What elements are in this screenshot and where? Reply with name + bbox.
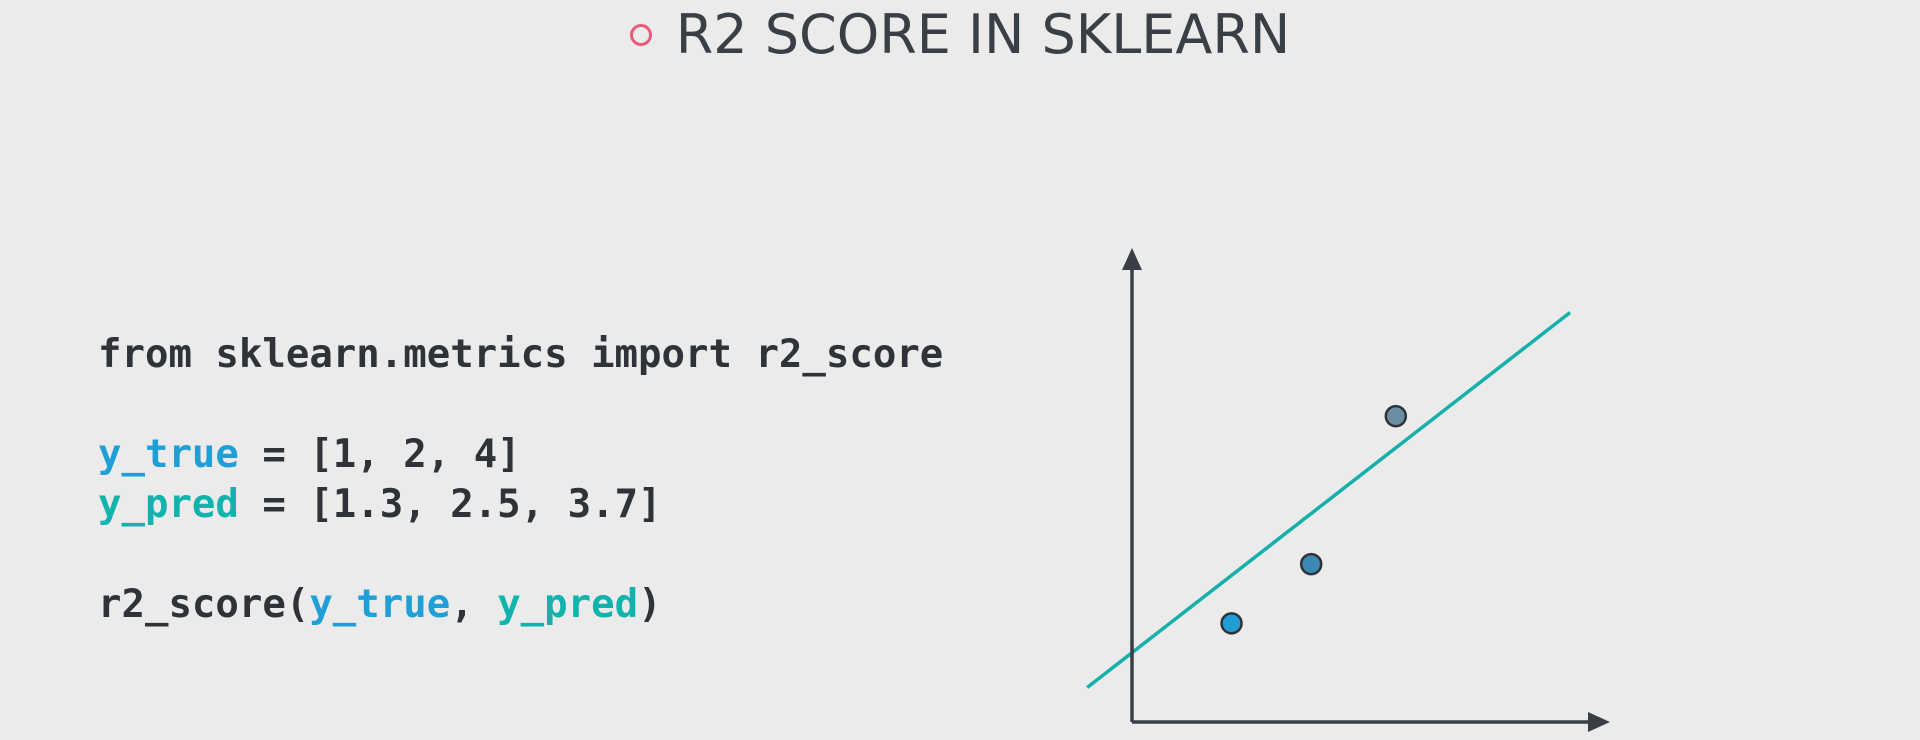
y-pred-value: = [1.3, 2.5, 3.7] (238, 482, 662, 527)
code-line-y-true: y_true = [1, 2, 4] (98, 430, 943, 480)
import-statement: from sklearn.metrics import r2_score (98, 332, 944, 377)
title-row: R2 SCORE IN SKLEARN (0, 0, 1920, 70)
code-line-import: from sklearn.metrics import r2_score (98, 330, 943, 380)
call-arg-y-true: y_true (309, 582, 451, 627)
data-point-3 (1384, 404, 1408, 428)
call-arg-y-pred: y_pred (497, 582, 639, 627)
code-blank-line (98, 530, 943, 580)
code-block: from sklearn.metrics import r2_score y_t… (98, 330, 943, 630)
y-axis-arrow-icon (1122, 248, 1142, 270)
circle-bullet-icon (629, 24, 652, 46)
y-true-value: = [1, 2, 4] (238, 432, 521, 477)
regression-line (1086, 311, 1572, 689)
x-axis-arrow-icon (1588, 712, 1610, 732)
code-blank-line (98, 380, 943, 430)
data-point-1 (1220, 612, 1243, 635)
call-separator: , (450, 582, 498, 627)
call-close-paren: ) (638, 582, 662, 627)
data-point-2 (1299, 552, 1323, 576)
y-true-variable: y_true (98, 432, 239, 477)
code-line-y-pred: y_pred = [1.3, 2.5, 3.7] (98, 480, 943, 530)
slide-title: R2 SCORE IN SKLEARN (675, 3, 1291, 66)
call-function: r2_score( (98, 582, 310, 627)
code-line-call: r2_score(y_true, y_pred) (98, 580, 943, 630)
scatter-chart (1086, 248, 1610, 732)
y-pred-variable: y_pred (98, 482, 239, 527)
